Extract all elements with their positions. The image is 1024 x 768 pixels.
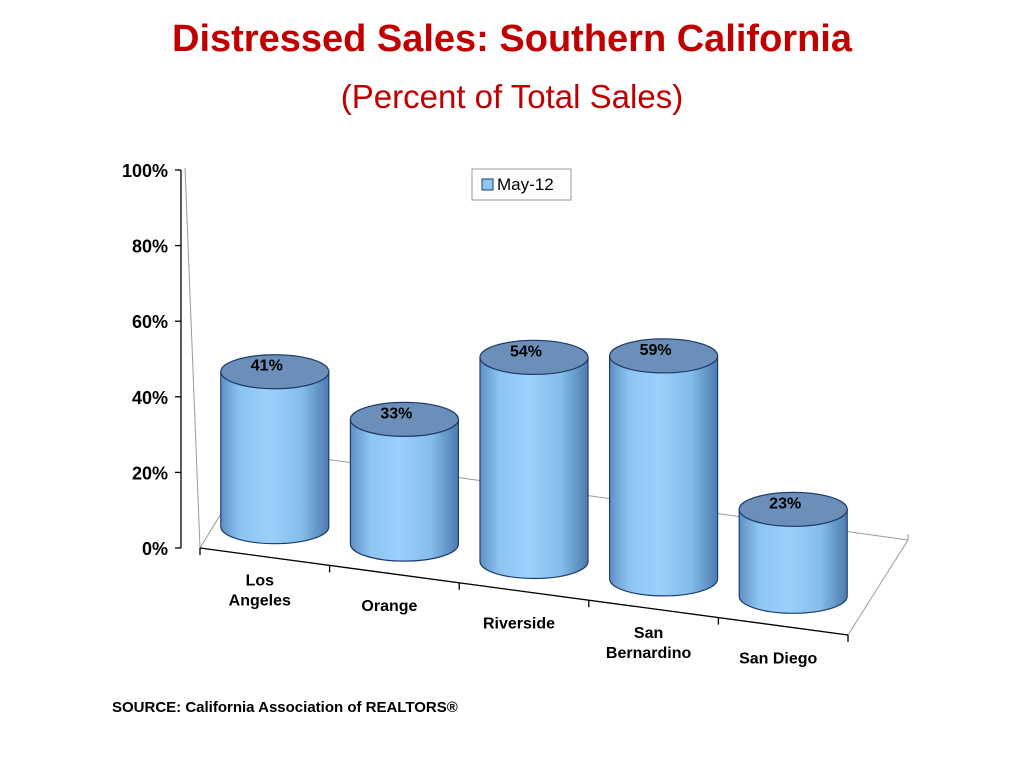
data-label: 54%: [510, 343, 542, 360]
bar-body: [738, 508, 848, 614]
back-wall-edge: [184, 167, 201, 549]
bar-top: [608, 338, 719, 374]
y-tick-label: 100%: [122, 161, 168, 181]
y-axis: 0% 20% 40% 60% 80% 100%: [122, 161, 182, 559]
bar-top: [479, 339, 589, 375]
bar-top: [220, 354, 330, 390]
bar: [349, 401, 459, 562]
data-label: 41%: [251, 358, 283, 375]
data-labels: 41% 33% 54% 59% 23%: [251, 342, 801, 512]
bar-body: [609, 355, 719, 597]
data-label: 23%: [769, 495, 801, 512]
y-tick-label: 60%: [132, 312, 168, 332]
bar-body: [349, 418, 459, 562]
bar: [220, 354, 330, 545]
y-tick-label: 80%: [132, 237, 168, 257]
bars: [220, 338, 848, 614]
chart-subtitle: (Percent of Total Sales): [340, 78, 684, 115]
x-tick-label: San Diego: [739, 650, 817, 667]
bar-top: [738, 491, 848, 527]
x-tick-label: Orange: [361, 598, 417, 615]
data-label: 59%: [640, 342, 672, 359]
x-axis: Los Angeles Orange Riverside San Bernardino Sa…: [199, 547, 849, 667]
bar-top: [349, 401, 459, 437]
y-tick-label: 40%: [132, 388, 168, 408]
legend-swatch: [481, 178, 494, 191]
bar-body: [220, 371, 330, 545]
x-tick-label: Riverside: [483, 616, 555, 633]
x-tick-label: San: [634, 625, 663, 642]
bar: [479, 339, 589, 580]
y-tick-label: 0%: [142, 539, 168, 559]
bar: [738, 491, 848, 614]
source-note: SOURCE: California Association of REALTO…: [112, 699, 458, 716]
legend: May-12: [471, 168, 572, 201]
x-tick-label: Bernardino: [606, 645, 692, 662]
legend-box: [471, 168, 572, 201]
x-tick-label: Angeles: [229, 593, 291, 610]
data-label: 33%: [380, 405, 412, 422]
x-tick-label: Los: [246, 573, 275, 590]
y-tick-label: 20%: [132, 463, 168, 483]
bar-body: [479, 356, 589, 580]
legend-entry: May-12: [497, 175, 554, 194]
x-axis-line: [199, 547, 849, 636]
chart-title: Distressed Sales: Southern California: [172, 18, 852, 60]
bar: [608, 338, 719, 597]
